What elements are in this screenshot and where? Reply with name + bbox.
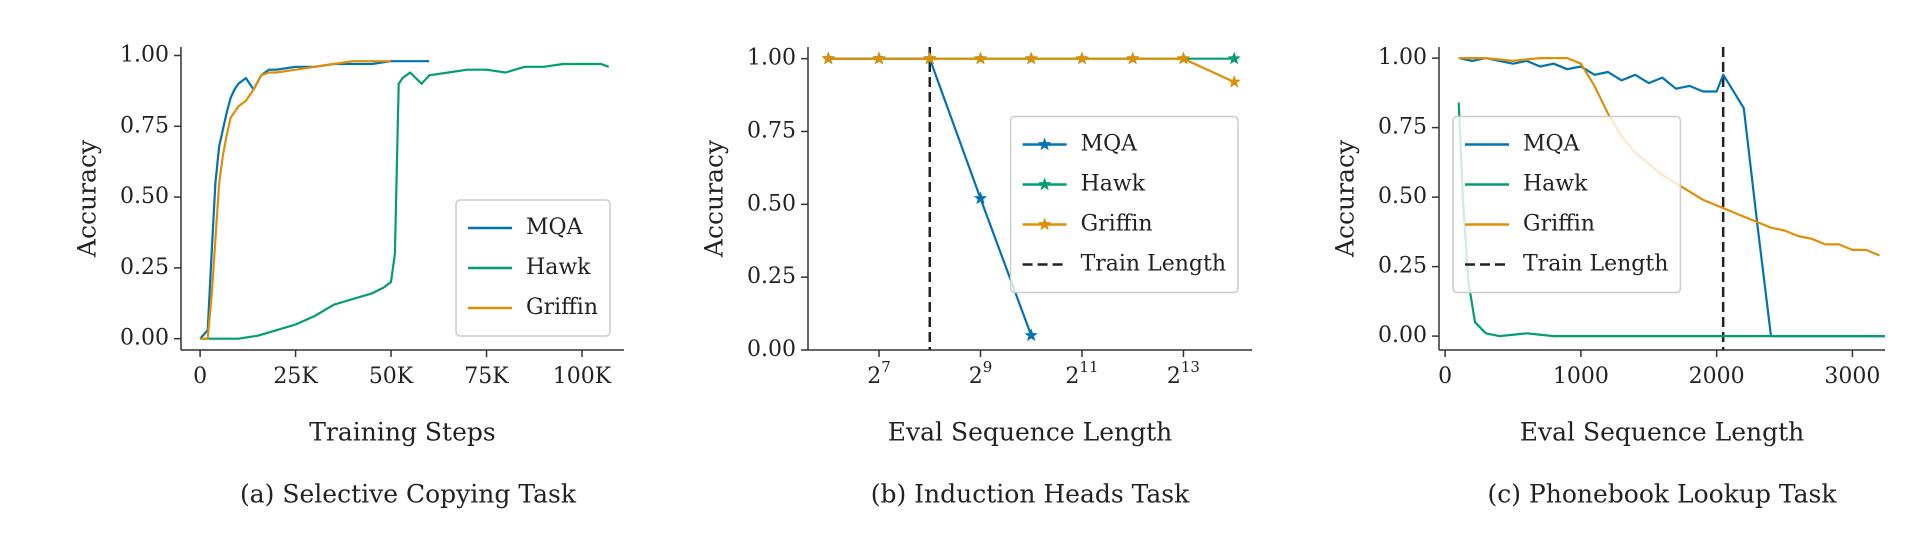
point-marker xyxy=(1024,51,1038,65)
caption: (a) Selective Copying Task xyxy=(240,480,577,509)
legend-label: Griffin xyxy=(1081,212,1153,237)
point-marker xyxy=(1176,51,1191,65)
legend-marker xyxy=(1037,137,1052,151)
y-tick-label: 1.00 xyxy=(1378,45,1427,70)
series-line xyxy=(200,60,391,340)
point-marker xyxy=(923,51,937,65)
x-tick-label: 213 xyxy=(1167,358,1200,389)
series-line xyxy=(200,62,610,340)
series-line xyxy=(1458,57,1885,338)
y-tick-label: 0.00 xyxy=(747,337,796,362)
y-tick-label: 0.75 xyxy=(1378,115,1427,140)
y-tick-label: 0.00 xyxy=(120,326,169,351)
legend-label: Griffin xyxy=(1523,212,1595,237)
point-marker xyxy=(973,191,988,205)
x-tick-label: 27 xyxy=(867,358,891,389)
legend-label: Hawk xyxy=(1081,172,1146,197)
x-tick-label: 75K xyxy=(464,364,509,389)
x-tick-label: 1000 xyxy=(1553,364,1609,389)
y-tick-label: 0.00 xyxy=(1378,323,1427,348)
y-tick-label: 0.75 xyxy=(747,118,796,143)
y-tick-label: 1.00 xyxy=(120,42,169,67)
y-tick-label: 0.25 xyxy=(120,255,169,280)
legend: MQA Hawk Griffin xyxy=(455,199,611,337)
legend-marker xyxy=(1037,177,1052,191)
series-line xyxy=(199,60,430,340)
legend-box xyxy=(455,199,611,337)
x-tick-label: 2000 xyxy=(1689,364,1745,389)
legend: MQA Hawk Griffin Train Length xyxy=(1452,115,1682,294)
point-marker xyxy=(821,51,835,65)
legend-label: MQA xyxy=(526,215,584,240)
x-axis-label: Eval Sequence Length xyxy=(888,418,1173,447)
y-tick-label: 0.50 xyxy=(120,184,169,209)
x-tick-label: 25K xyxy=(273,364,318,389)
legend: MQA Hawk Griffin Train Length xyxy=(1009,115,1239,294)
point-marker xyxy=(973,51,988,65)
caption: (c) Phonebook Lookup Task xyxy=(1487,480,1837,509)
x-tick-label: 29 xyxy=(969,358,993,389)
caption: (b) Induction Heads Task xyxy=(871,480,1190,509)
point-marker xyxy=(1075,51,1089,65)
y-tick-label: 0.25 xyxy=(747,264,796,289)
legend-marker xyxy=(1037,217,1052,231)
legend-label: MQA xyxy=(1081,132,1139,157)
x-axis-label: Eval Sequence Length xyxy=(1520,418,1805,447)
legend-label: MQA xyxy=(1523,132,1581,157)
legend-label: Hawk xyxy=(526,255,591,280)
series-line xyxy=(828,57,1235,83)
point-marker xyxy=(872,51,886,65)
x-tick-label: 3000 xyxy=(1824,364,1880,389)
y-tick-label: 1.00 xyxy=(747,46,796,71)
y-axis-label: Accuracy xyxy=(1331,139,1360,258)
legend-label: Train Length xyxy=(1523,252,1668,277)
legend-label: Train Length xyxy=(1081,252,1226,277)
y-tick-label: 0.25 xyxy=(1378,254,1427,279)
y-tick-label: 0.50 xyxy=(747,191,796,216)
series-line xyxy=(1458,57,1881,257)
x-tick-label: 211 xyxy=(1065,358,1098,389)
x-tick-label: 0 xyxy=(193,364,207,389)
x-tick-label: 50K xyxy=(369,364,414,389)
point-marker xyxy=(1227,75,1241,88)
y-axis-label: Accuracy xyxy=(73,139,102,258)
y-tick-label: 0.50 xyxy=(1378,184,1427,209)
point-marker xyxy=(1126,51,1140,65)
legend-label: Griffin xyxy=(526,295,598,320)
point-marker xyxy=(1024,328,1038,342)
legend-box xyxy=(1452,115,1682,294)
y-axis-label: Accuracy xyxy=(700,139,729,258)
point-marker xyxy=(1227,51,1241,65)
y-tick-label: 0.75 xyxy=(120,113,169,138)
legend-label: Hawk xyxy=(1523,172,1588,197)
x-tick-label: 0 xyxy=(1438,364,1452,389)
x-axis-label: Training Steps xyxy=(309,418,495,447)
legend-box xyxy=(1009,115,1239,294)
x-tick-label: 100K xyxy=(553,364,612,389)
